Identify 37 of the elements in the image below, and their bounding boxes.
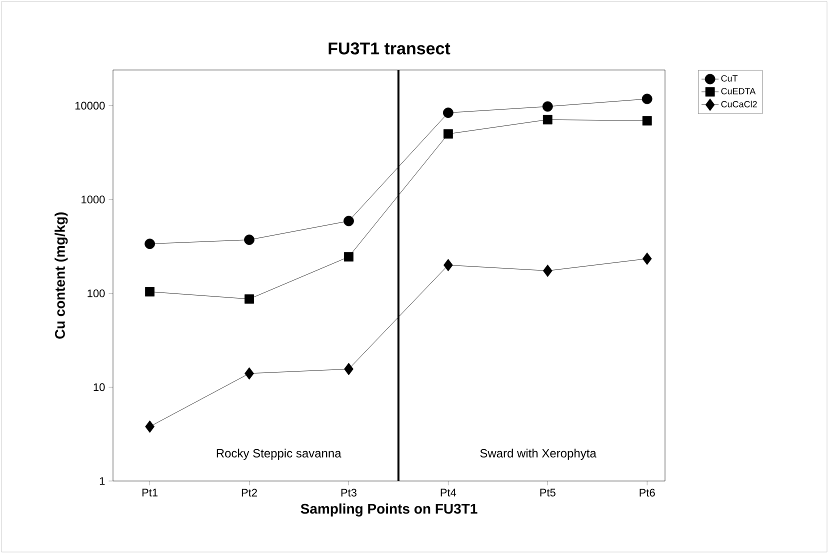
x-tick-label: Pt5 [540,488,556,496]
legend-label: CuCaCl2 [721,100,757,108]
y-tick-label: 1 [100,477,105,485]
point [344,252,354,262]
y-tick-label: 10000 [75,102,105,110]
point [542,101,553,112]
x-tick-label: Pt3 [341,488,356,497]
point [542,114,552,124]
legend-label: CuT [721,75,738,82]
y-axis-title: Cu content (mg/kg) [54,212,68,339]
point [344,362,354,376]
x-tick-label: Pt6 [640,488,655,497]
annotation: Rocky Steppic savanna [216,448,342,460]
point [144,238,156,250]
point [344,216,354,226]
y-tick-label: 100 [88,289,105,298]
point [145,287,155,296]
point [642,252,652,265]
legend-label: CuEDTA [721,88,756,94]
x-tick-label: Pt1 [142,488,158,496]
chart-title: FU3T1 transect [328,42,450,54]
point [442,108,454,118]
x-tick-label: Pt4 [440,488,456,496]
point [542,264,552,277]
annotation: Sward with Xerophyta [480,448,596,460]
point [244,234,254,246]
point [443,129,453,139]
point [244,294,254,304]
y-tick-label: 1000 [82,196,105,204]
point [145,420,155,433]
x-axis-title: Sampling Points on FU3T1 [300,503,478,517]
y-tick-label: 10 [94,383,105,392]
x-tick-label: Pt2 [242,488,257,497]
point [642,94,652,104]
point [244,367,254,380]
point [642,116,652,126]
point [443,258,453,272]
